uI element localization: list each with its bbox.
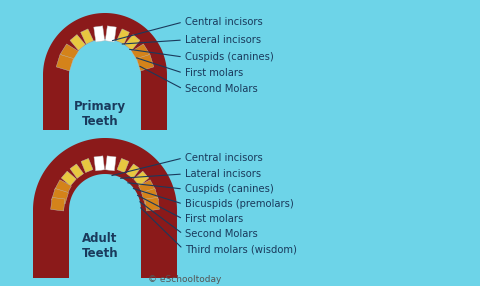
Polygon shape	[132, 44, 150, 61]
Text: Cuspids (canines): Cuspids (canines)	[185, 184, 274, 194]
Text: First molars: First molars	[185, 214, 243, 224]
Text: Lateral incisors: Lateral incisors	[185, 169, 261, 179]
Polygon shape	[117, 29, 129, 44]
Text: Central incisors: Central incisors	[185, 153, 263, 163]
Text: Adult
Teeth: Adult Teeth	[82, 232, 118, 260]
Polygon shape	[117, 158, 129, 172]
Polygon shape	[109, 157, 113, 163]
Polygon shape	[97, 157, 101, 163]
Polygon shape	[51, 197, 65, 211]
Polygon shape	[105, 26, 116, 42]
Polygon shape	[126, 164, 140, 178]
Polygon shape	[70, 164, 84, 178]
Polygon shape	[52, 188, 69, 204]
Polygon shape	[56, 54, 73, 71]
Polygon shape	[60, 44, 79, 61]
Polygon shape	[33, 138, 177, 278]
Text: Cuspids (canines): Cuspids (canines)	[185, 52, 274, 62]
Text: Second Molars: Second Molars	[185, 229, 258, 239]
Polygon shape	[94, 26, 105, 42]
Text: First molars: First molars	[185, 68, 243, 78]
Text: Bicuspids (premolars): Bicuspids (premolars)	[185, 199, 294, 209]
Polygon shape	[94, 156, 105, 171]
Text: © eSchooltoday: © eSchooltoday	[148, 275, 222, 283]
Text: Second Molars: Second Molars	[185, 84, 258, 94]
Polygon shape	[142, 188, 158, 204]
Text: Lateral incisors: Lateral incisors	[185, 35, 261, 45]
Text: Central incisors: Central incisors	[185, 17, 263, 27]
Polygon shape	[81, 29, 94, 44]
Polygon shape	[61, 171, 76, 186]
Polygon shape	[81, 158, 93, 172]
Polygon shape	[55, 180, 72, 196]
Polygon shape	[106, 156, 116, 171]
Text: Third molars (wisdom): Third molars (wisdom)	[185, 244, 297, 254]
Polygon shape	[137, 54, 154, 71]
Polygon shape	[134, 171, 149, 186]
Polygon shape	[139, 180, 155, 196]
Polygon shape	[145, 197, 159, 211]
Polygon shape	[43, 13, 167, 130]
Polygon shape	[70, 35, 85, 50]
Polygon shape	[109, 27, 113, 33]
Text: Primary
Teeth: Primary Teeth	[74, 100, 126, 128]
Polygon shape	[125, 35, 140, 50]
Polygon shape	[96, 27, 101, 33]
